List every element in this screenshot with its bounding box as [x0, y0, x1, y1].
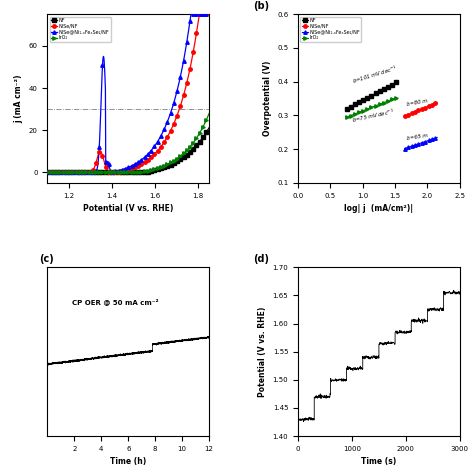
Text: b=80 m: b=80 m — [406, 99, 428, 107]
Y-axis label: Potential (V vs. RHE): Potential (V vs. RHE) — [258, 307, 267, 397]
Text: (d): (d) — [253, 254, 269, 264]
Text: (c): (c) — [39, 254, 54, 264]
X-axis label: Time (h): Time (h) — [110, 457, 146, 466]
Legend: NF, NiSe/NF, NiSe@Ni₁.ₓFeₓSe₂/NF, IrO₂: NF, NiSe/NF, NiSe@Ni₁.ₓFeₓSe₂/NF, IrO₂ — [50, 17, 110, 42]
X-axis label: Potential (V vs. RHE): Potential (V vs. RHE) — [83, 204, 173, 213]
Legend: NF, NiSe/NF, NiSe@Ni₁.ₓFeₓSe₂/NF, IrO₂: NF, NiSe/NF, NiSe@Ni₁.ₓFeₓSe₂/NF, IrO₂ — [301, 17, 361, 42]
Text: (b): (b) — [253, 1, 269, 11]
Text: b=101 mV dec$^{-1}$: b=101 mV dec$^{-1}$ — [351, 63, 398, 86]
Y-axis label: j (mA cm⁻²): j (mA cm⁻²) — [14, 74, 23, 123]
X-axis label: log| j  (mA/cm²)|: log| j (mA/cm²)| — [344, 204, 413, 213]
Text: b=75 mV dec$^{-1}$: b=75 mV dec$^{-1}$ — [351, 107, 395, 125]
Y-axis label: Overpotential (V): Overpotential (V) — [263, 61, 272, 137]
X-axis label: Time (s): Time (s) — [361, 457, 397, 466]
Text: CP OER @ 50 mA cm⁻²: CP OER @ 50 mA cm⁻² — [72, 299, 158, 305]
Text: b=65 m: b=65 m — [406, 133, 428, 141]
